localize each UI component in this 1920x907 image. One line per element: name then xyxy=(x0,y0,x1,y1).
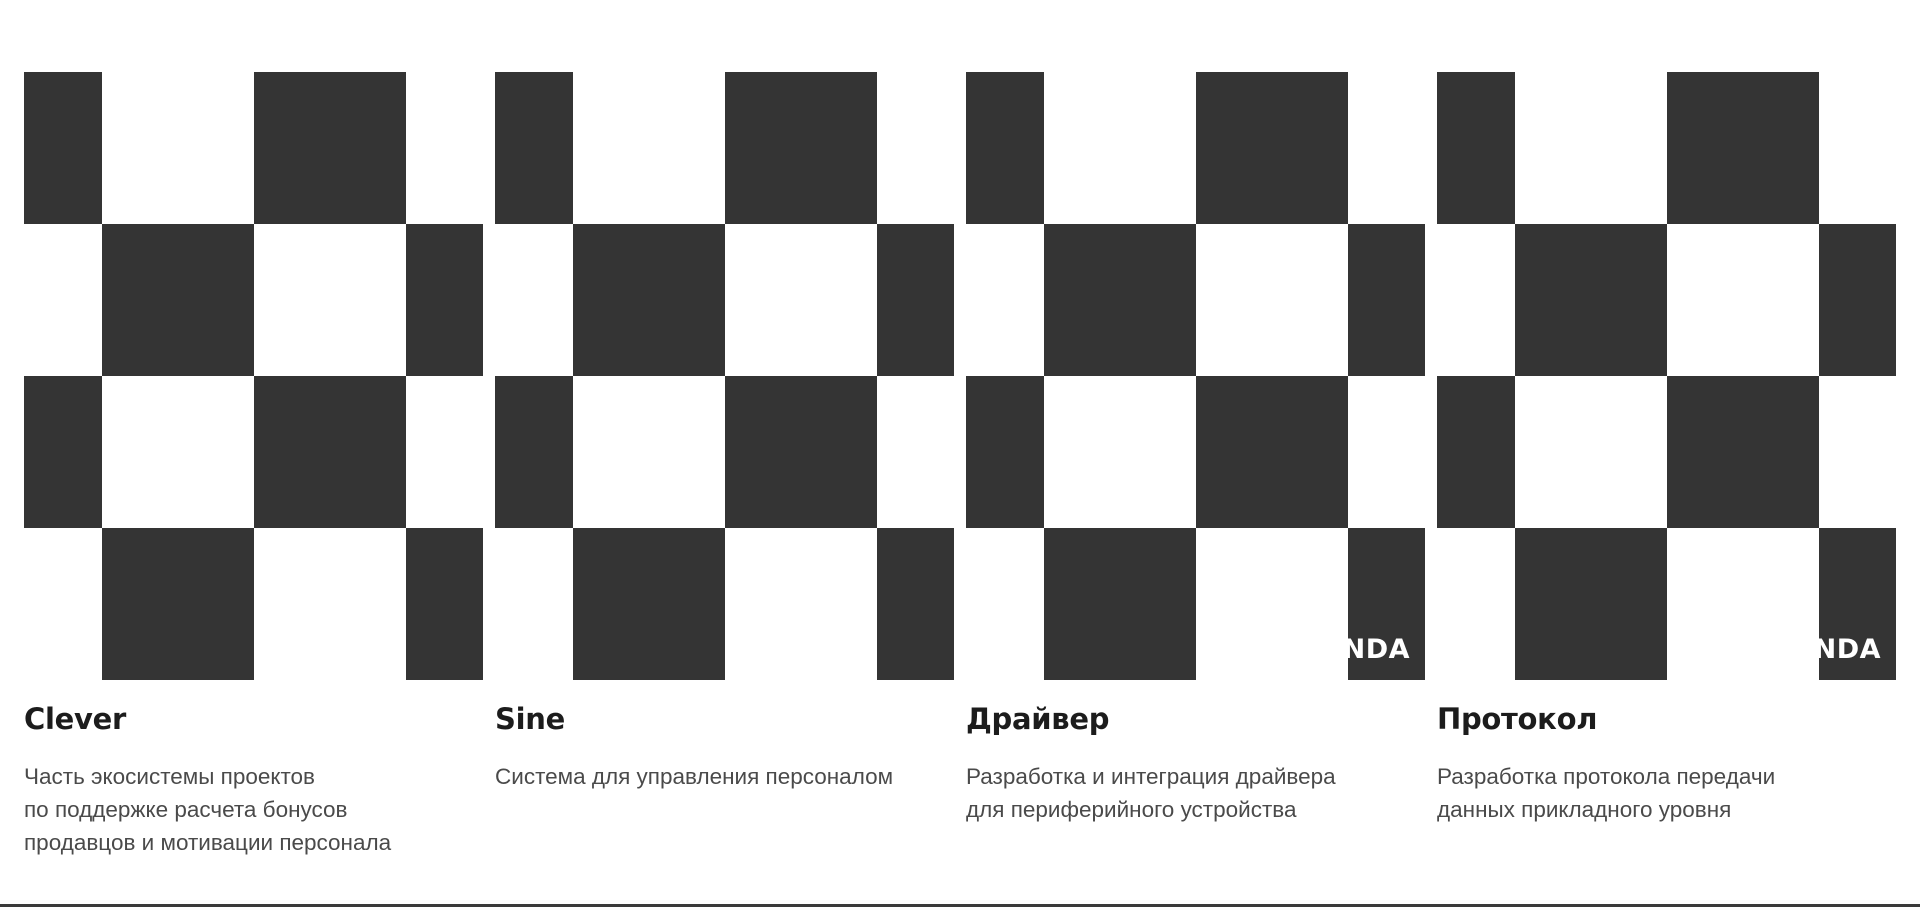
pattern-square xyxy=(102,528,254,680)
pattern-square xyxy=(406,528,483,680)
pattern-square xyxy=(1044,528,1196,680)
project-card-driver[interactable]: NDA Драйвер Разработка и интеграция драй… xyxy=(966,72,1425,872)
pattern-square xyxy=(1667,376,1819,528)
project-title: Sine xyxy=(495,702,565,736)
project-cards: Clever Часть экосистемы проектов по подд… xyxy=(24,72,1896,872)
pattern-square xyxy=(254,376,406,528)
pattern-square xyxy=(1819,224,1896,376)
pattern-square xyxy=(24,72,102,224)
pattern-square xyxy=(966,376,1044,528)
pattern-square xyxy=(1044,224,1196,376)
project-title: Протокол xyxy=(1437,702,1598,736)
pattern-square xyxy=(1437,72,1515,224)
project-description: Разработка и интеграция драйвера для пер… xyxy=(966,764,1336,822)
project-title: Драйвер xyxy=(966,702,1110,736)
pattern-square xyxy=(24,376,102,528)
pattern-square xyxy=(1196,72,1348,224)
project-title: Clever xyxy=(24,702,126,736)
pattern-square xyxy=(725,376,877,528)
project-description: Часть экосистемы проектов по поддержке р… xyxy=(24,764,392,855)
pattern-square xyxy=(573,224,725,376)
project-description: Система для управления персоналом xyxy=(495,764,894,789)
pattern-square xyxy=(573,528,725,680)
pattern-square xyxy=(877,224,954,376)
pattern-square xyxy=(1667,72,1819,224)
nda-badge: NDA xyxy=(1342,634,1410,665)
project-card-protocol[interactable]: NDA Протокол Разработка протокола переда… xyxy=(1437,72,1896,872)
pattern-square xyxy=(1348,224,1425,376)
pattern-square xyxy=(1437,376,1515,528)
checker-pattern-image: NDA xyxy=(966,72,1425,680)
section-divider xyxy=(0,904,1920,907)
pattern-square xyxy=(1348,528,1425,680)
nda-badge: NDA xyxy=(1813,634,1881,665)
checker-pattern-image: NDA xyxy=(1437,72,1896,680)
pattern-square xyxy=(966,72,1044,224)
pattern-square xyxy=(1819,528,1896,680)
project-card-clever[interactable]: Clever Часть экосистемы проектов по подд… xyxy=(24,72,483,872)
pattern-square xyxy=(725,72,877,224)
checker-pattern-image xyxy=(24,72,483,680)
pattern-square xyxy=(1515,224,1667,376)
pattern-square xyxy=(495,72,573,224)
project-card-sine[interactable]: Sine Система для управления персоналом xyxy=(495,72,954,872)
checker-pattern-image xyxy=(495,72,954,680)
pattern-square xyxy=(1515,528,1667,680)
pattern-square xyxy=(254,72,406,224)
pattern-square xyxy=(877,528,954,680)
pattern-square xyxy=(406,224,483,376)
pattern-square xyxy=(1196,376,1348,528)
pattern-square xyxy=(495,376,573,528)
project-description: Разработка протокола передачи данных при… xyxy=(1437,764,1776,822)
pattern-square xyxy=(102,224,254,376)
